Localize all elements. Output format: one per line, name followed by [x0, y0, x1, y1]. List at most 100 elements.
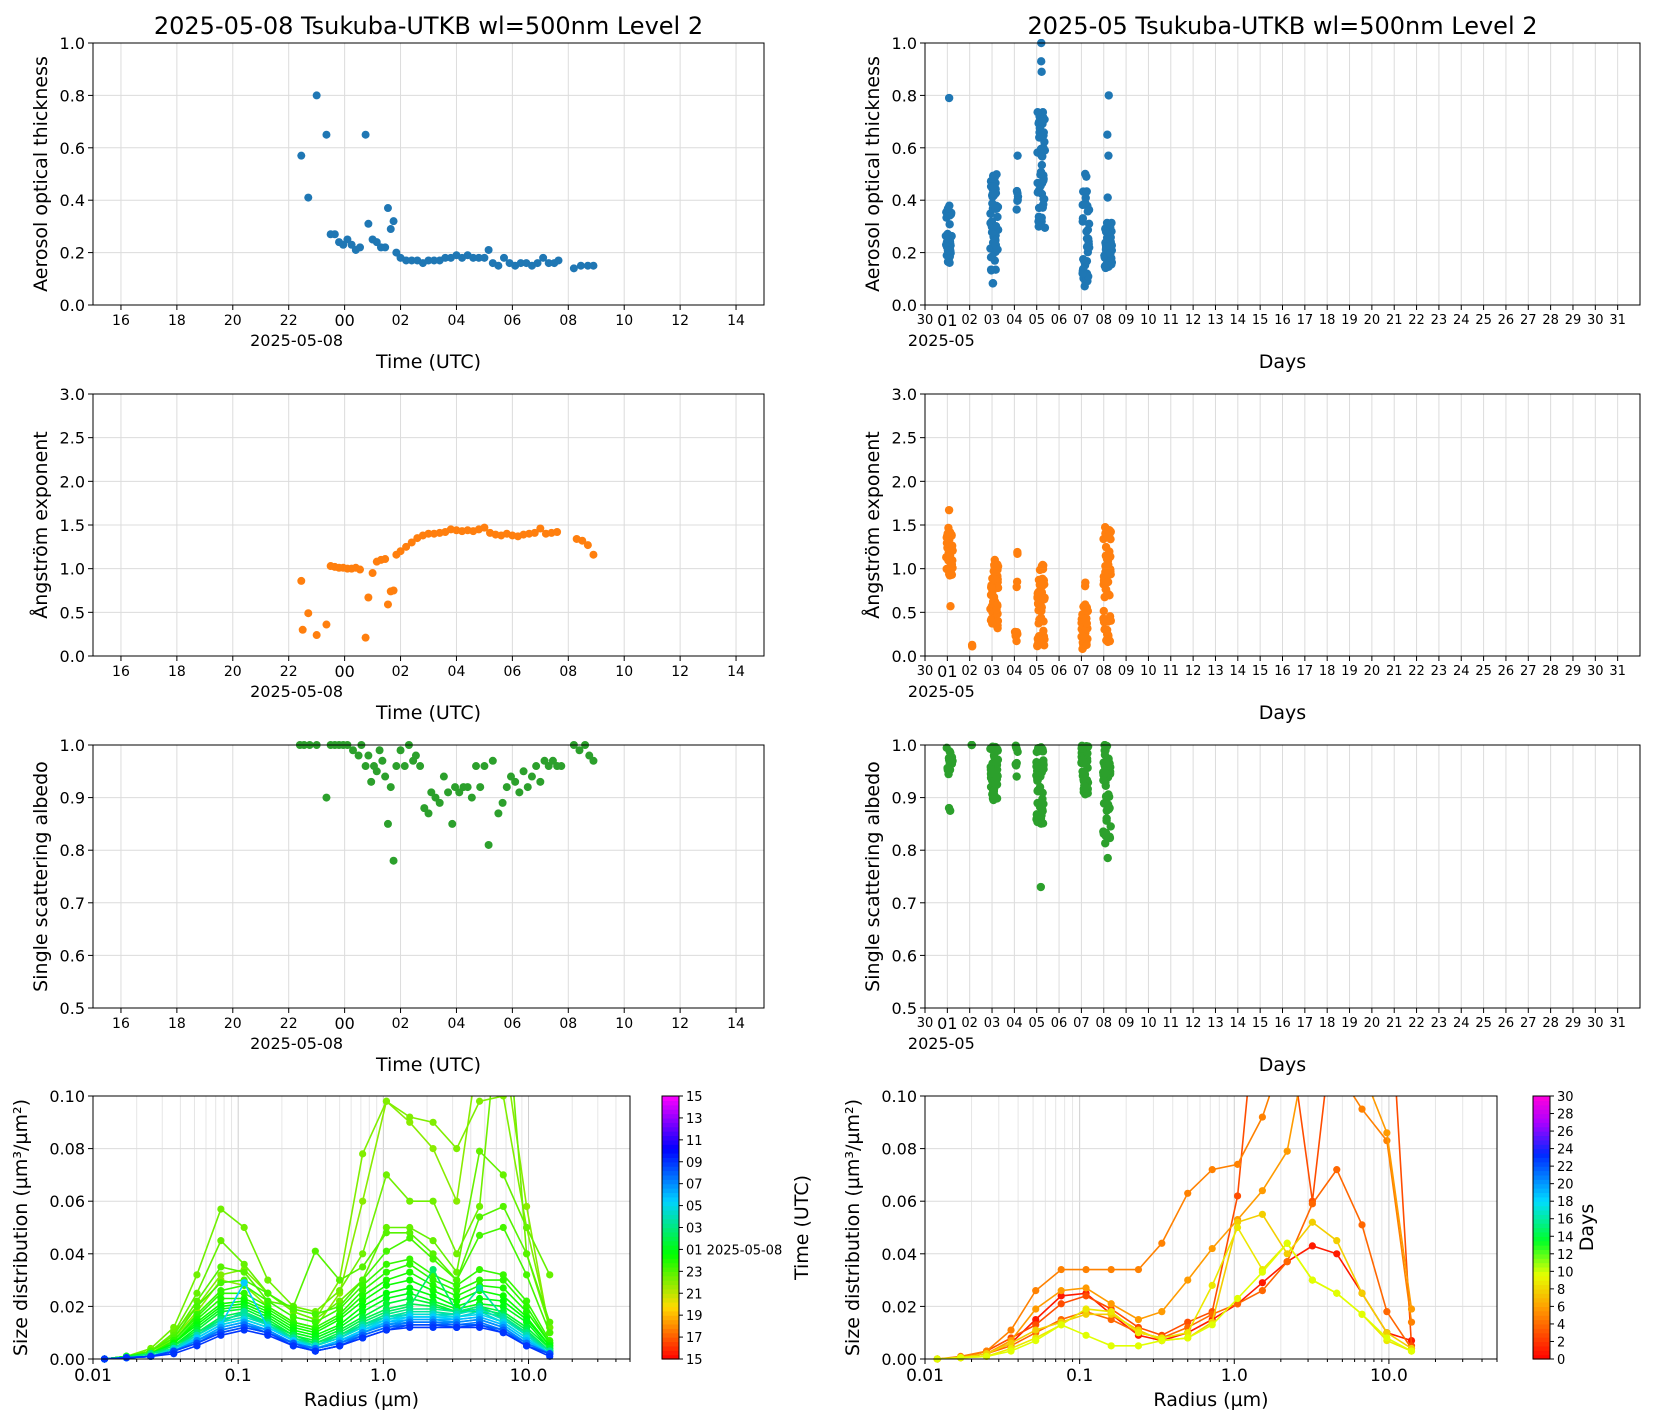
- data-point: [494, 809, 503, 818]
- series-point: [1233, 1223, 1242, 1232]
- data-point: [990, 562, 999, 571]
- x-tick-label: 02: [961, 313, 978, 328]
- series-point: [523, 1342, 531, 1350]
- series-line: [937, 1096, 1413, 1360]
- series-point: [499, 1171, 507, 1179]
- data-point: [1012, 205, 1021, 214]
- series-point: [359, 1276, 367, 1284]
- data-point: [322, 130, 331, 139]
- markers: [297, 523, 598, 642]
- y-tick-label: 0.6: [892, 139, 917, 158]
- series-point: [336, 1287, 344, 1295]
- colorbar-tick-label: 17: [686, 1331, 703, 1346]
- data-point: [298, 625, 307, 634]
- data-point: [1038, 564, 1048, 574]
- series-lines: [933, 1096, 1416, 1363]
- colorbar-tick-label: 19: [686, 1309, 703, 1324]
- data-point: [557, 762, 566, 771]
- data-point: [1035, 213, 1044, 222]
- series-point: [1082, 1331, 1090, 1339]
- data-point: [1033, 776, 1042, 785]
- data-point: [1083, 207, 1093, 216]
- colorbar-segment: [1533, 1135, 1550, 1141]
- data-point: [502, 783, 511, 792]
- data-point: [407, 256, 416, 265]
- colorbar-segment: [662, 1122, 679, 1128]
- y-tick-label: 0.7: [60, 894, 85, 913]
- series-point: [453, 1281, 461, 1289]
- data-point: [993, 245, 1002, 254]
- x-tick-label: 19: [1341, 1016, 1358, 1031]
- colorbar-segment: [662, 1240, 679, 1246]
- series-line: [104, 1205, 551, 1360]
- series-point: [217, 1294, 225, 1303]
- series-point: [382, 1268, 391, 1276]
- colorbar-segment: [1533, 1284, 1550, 1290]
- data-point: [569, 264, 578, 273]
- colorbar-tick-label: 01 2025-05-08: [686, 1243, 782, 1258]
- data-point: [1034, 203, 1044, 213]
- series-point: [523, 1318, 531, 1326]
- colorbar-segment: [662, 1350, 679, 1356]
- series-point: [546, 1329, 554, 1337]
- x-tick-label: 25: [1475, 313, 1492, 328]
- y-tick-label: 1.5: [60, 516, 85, 535]
- x-tick-label: 01: [937, 1014, 957, 1033]
- series-point: [1107, 1342, 1115, 1350]
- data-point: [435, 798, 444, 807]
- data-point: [1013, 549, 1022, 559]
- data-point: [1101, 263, 1110, 273]
- data-point: [544, 259, 553, 268]
- x-tick-label: 10.0: [1370, 1366, 1408, 1386]
- colorbar-segment: [1533, 1201, 1550, 1207]
- colorbar-segment: [1533, 1174, 1550, 1180]
- data-point: [480, 253, 489, 262]
- data-point: [988, 189, 997, 199]
- y-tick-label: 0.9: [892, 789, 917, 808]
- data-point: [1078, 214, 1088, 223]
- x-tick-label: 17: [1297, 664, 1314, 679]
- series-point: [523, 1223, 531, 1232]
- y-tick-label: 0.6: [60, 139, 85, 158]
- data-point: [1038, 747, 1048, 756]
- x-tick-label: 30: [917, 313, 934, 328]
- colorbar-segment: [1533, 1271, 1550, 1277]
- data-point: [386, 783, 395, 792]
- x-tick-label: 31: [1609, 1016, 1626, 1031]
- series-line: [937, 1245, 1412, 1360]
- y-tick-label: 2.0: [60, 472, 85, 491]
- colorbar-segment: [662, 1192, 679, 1198]
- x-tick-label: 10.0: [510, 1366, 548, 1386]
- series-point: [240, 1289, 248, 1297]
- x-tick-label: 27: [1520, 664, 1537, 679]
- series-point: [1032, 1326, 1040, 1334]
- series-point: [217, 1279, 225, 1287]
- colorbar-segment: [662, 1174, 679, 1180]
- x-tick-label: 02: [392, 313, 410, 329]
- data-point: [1012, 744, 1021, 753]
- series-point: [1158, 1308, 1166, 1316]
- data-point: [1036, 170, 1045, 179]
- x-tick-label: 08: [1095, 664, 1112, 679]
- series-point: [1107, 1265, 1115, 1274]
- data-point: [1099, 776, 1108, 785]
- x-tick-label: 04: [448, 1016, 466, 1032]
- y-tick-label: 0.0: [60, 647, 85, 666]
- series-point: [453, 1250, 461, 1258]
- data-point: [1036, 580, 1046, 589]
- x-date-label: 2025-05-08: [250, 1034, 343, 1053]
- series-point: [429, 1145, 437, 1153]
- series-point: [523, 1302, 531, 1310]
- data-point: [536, 777, 545, 786]
- y-tick-label: 1.5: [892, 516, 917, 535]
- colorbar-segment: [1533, 1117, 1550, 1123]
- colorbar-tick-label: 07: [686, 1178, 703, 1193]
- data-point: [469, 253, 478, 262]
- chart-title: 2025-05-08 Tsukuba-UTKB wl=500nm Level 2: [154, 12, 703, 40]
- colorbar-segment: [662, 1223, 679, 1229]
- x-tick-label: 21: [1386, 664, 1403, 679]
- series-point: [406, 1197, 414, 1205]
- series-point: [523, 1308, 531, 1316]
- data-point: [967, 642, 977, 651]
- colorbar-segment: [1533, 1139, 1550, 1145]
